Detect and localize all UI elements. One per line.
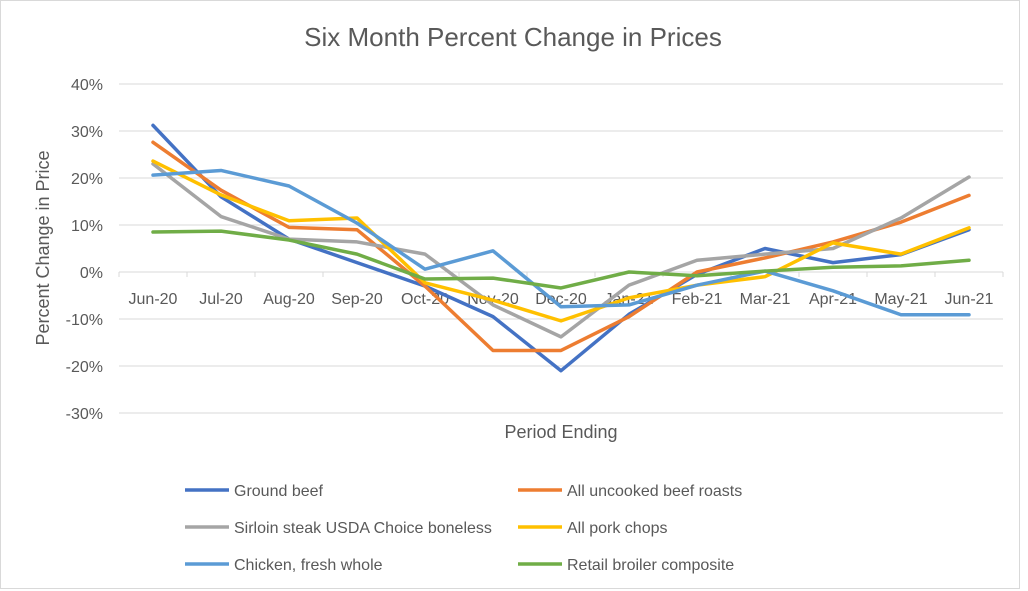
y-tick-label: 40% xyxy=(71,77,103,94)
x-tick-label: Jun-20 xyxy=(129,291,178,308)
legend-label: All pork chops xyxy=(567,520,668,537)
legend-label: All uncooked beef roasts xyxy=(567,483,742,500)
y-tick-label: -10% xyxy=(66,312,103,329)
series-line xyxy=(151,229,971,290)
x-tick-label: Sep-20 xyxy=(331,291,383,308)
x-tick-label: Mar-21 xyxy=(740,291,791,308)
chart-title: Six Month Percent Change in Prices xyxy=(304,22,722,52)
legend-label: Sirloin steak USDA Choice boneless xyxy=(234,520,492,537)
series-line xyxy=(151,159,971,323)
y-tick-label: 0% xyxy=(80,265,103,282)
y-tick-label: 30% xyxy=(71,124,103,141)
x-axis-label: Period Ending xyxy=(504,422,617,442)
x-tick-label: May-21 xyxy=(874,291,927,308)
legend-label: Ground beef xyxy=(234,483,324,500)
series-line xyxy=(151,162,971,339)
y-tick-label: 20% xyxy=(71,171,103,188)
series-line xyxy=(151,123,971,373)
x-tick-label: Feb-21 xyxy=(672,291,723,308)
legend-label: Chicken, fresh whole xyxy=(234,557,383,574)
y-tick-label: 10% xyxy=(71,218,103,235)
x-tick-label: Aug-20 xyxy=(263,291,315,308)
legend-label: Retail broiler composite xyxy=(567,557,734,574)
y-tick-label: -30% xyxy=(66,406,103,423)
x-tick-label: Jun-21 xyxy=(945,291,994,308)
y-tick-label: -20% xyxy=(66,359,103,376)
series-line xyxy=(151,168,971,317)
x-tick-label: Apr-21 xyxy=(809,291,857,308)
x-tick-label: Jul-20 xyxy=(199,291,243,308)
y-axis-label: Percent Change in Price xyxy=(33,150,53,345)
